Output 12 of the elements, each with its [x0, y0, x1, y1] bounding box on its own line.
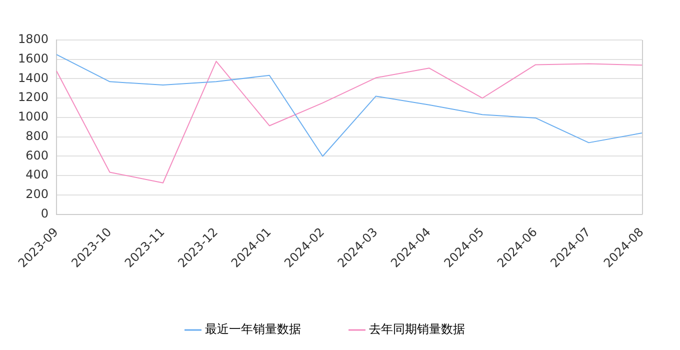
y-tick-label: 1800 [18, 32, 49, 46]
y-tick-label: 400 [26, 168, 49, 182]
legend-label: 去年同期销量数据 [369, 322, 465, 336]
y-tick-label: 800 [26, 128, 49, 143]
y-tick-label: 200 [26, 187, 49, 202]
y-tick-label: 0 [40, 206, 49, 220]
y-tick-label: 1000 [18, 110, 49, 124]
y-tick-label: 1600 [18, 52, 49, 66]
y-tick-label: 1200 [18, 90, 49, 104]
y-tick-label: 600 [26, 148, 49, 162]
y-tick-label: 1400 [18, 70, 49, 85]
legend-label: 最近一年销量数据 [205, 322, 301, 336]
